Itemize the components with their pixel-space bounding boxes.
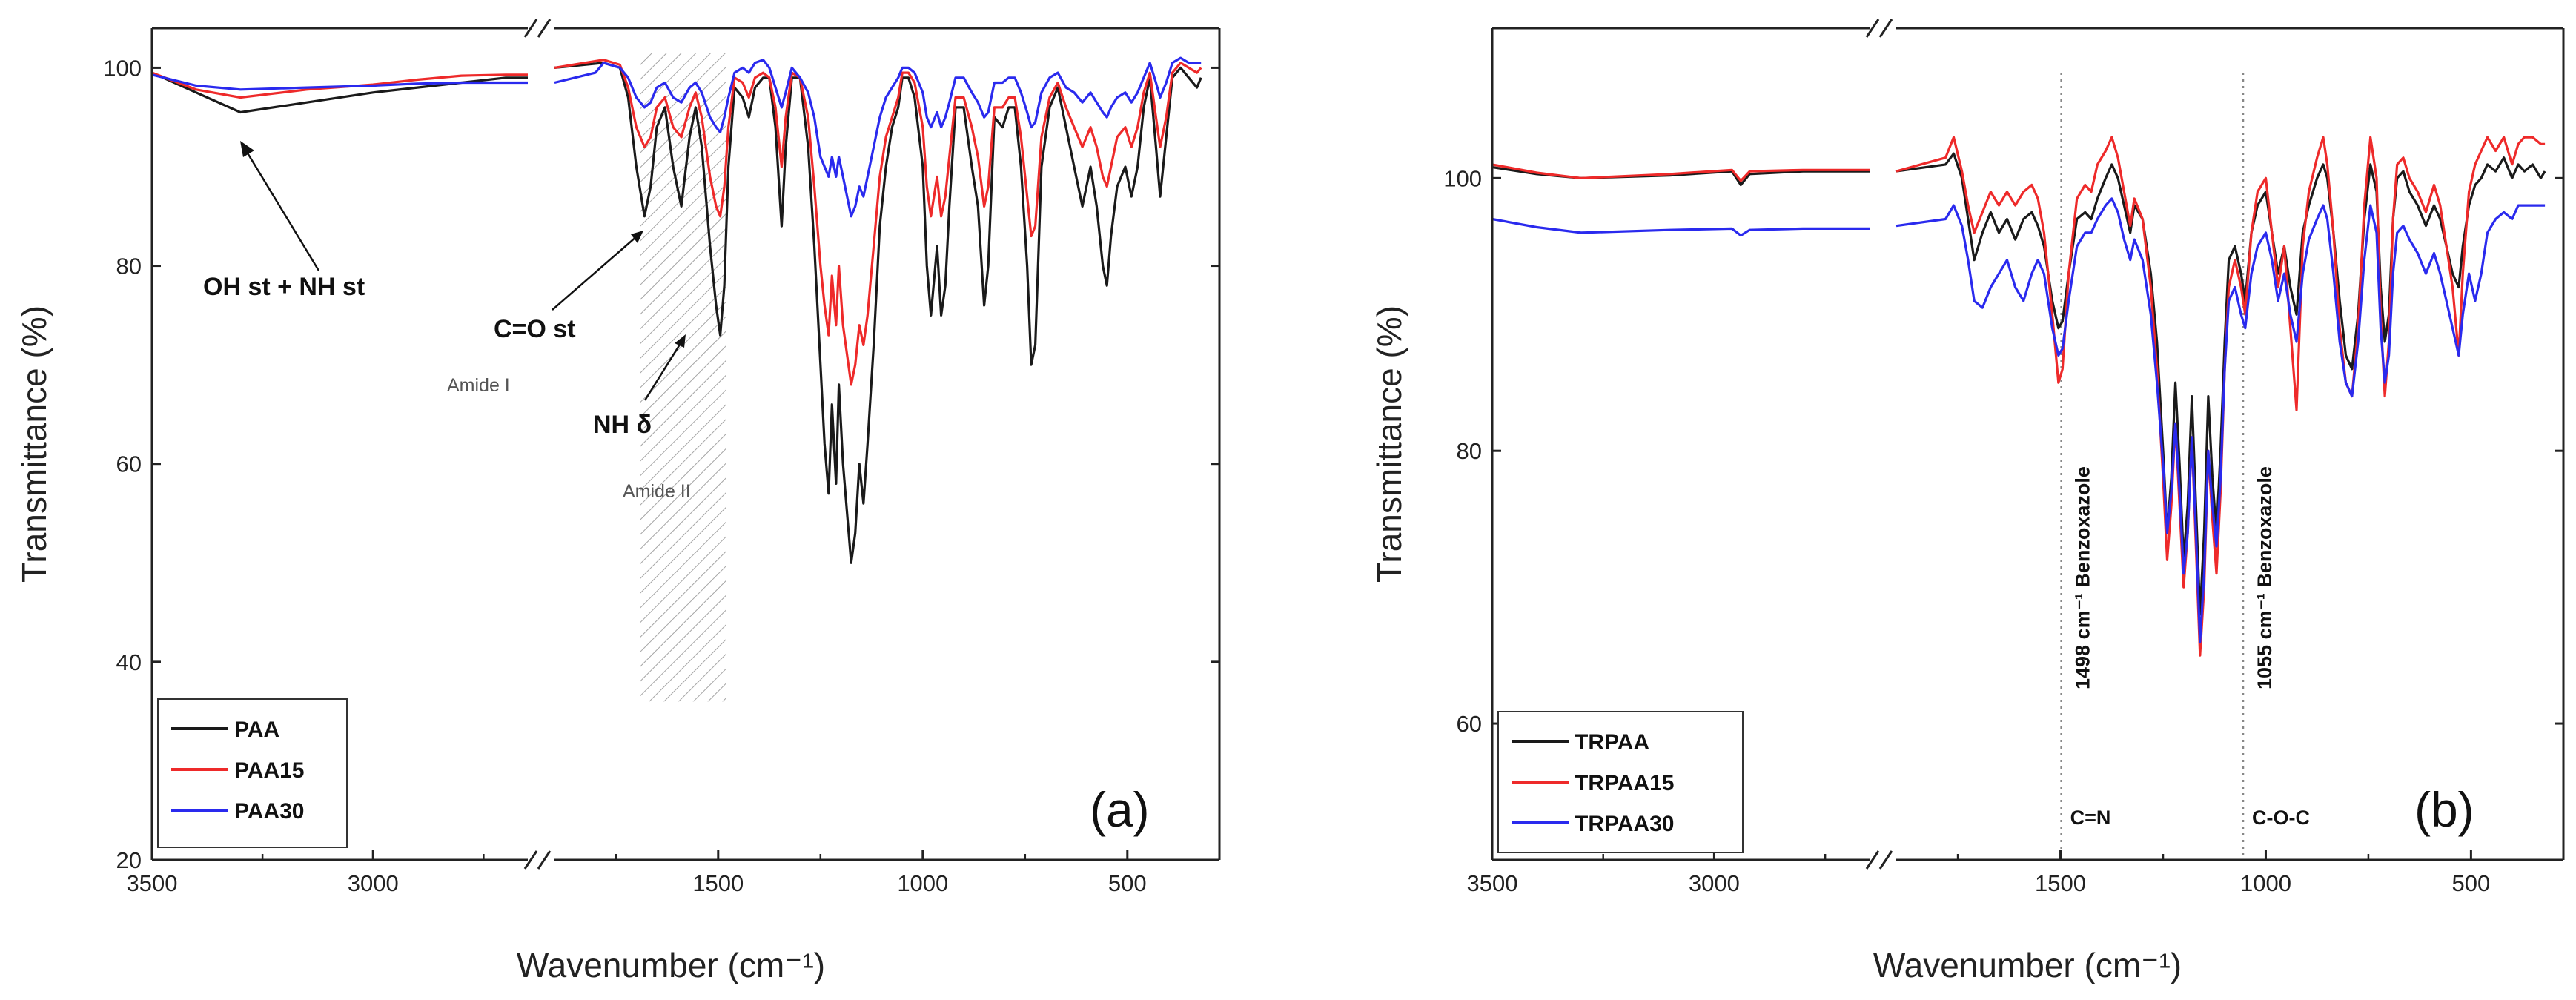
- legend-label-paa: PAA: [234, 718, 279, 742]
- axis-break-mark: [523, 19, 538, 38]
- x-tick-label: 3000: [348, 870, 399, 896]
- axis-break-mark: [537, 850, 552, 870]
- axis-break-mark: [1865, 19, 1880, 38]
- x-axis-title: Wavenumber (cm⁻¹): [1873, 946, 2182, 984]
- series-line-paa15-high: [151, 71, 528, 99]
- legend-box: [157, 698, 348, 848]
- x-tick-label: 1500: [692, 870, 744, 896]
- annotation-oh-nh: OH st + NH st: [203, 273, 365, 301]
- axis-break-mark: [537, 19, 552, 38]
- y-tick-label: 20: [116, 847, 142, 873]
- annotation-arrowhead-nh: [675, 334, 686, 348]
- x-tick-label: 1000: [2240, 870, 2291, 896]
- axis-break-mark: [1878, 850, 1893, 870]
- x-tick-label: 3500: [127, 870, 178, 896]
- series-line-paa30-high: [151, 73, 528, 91]
- y-tick-label: 100: [103, 55, 142, 81]
- x-tick-label: 1000: [897, 870, 948, 896]
- annotations: OH st + NH st C=O st Amide I NH δ Amide II: [203, 141, 691, 502]
- x-axis-title: Wavenumber (cm⁻¹): [517, 946, 825, 984]
- y-axis-title: Transmittance (%): [15, 305, 53, 583]
- axes: 20 40 60 80 100 3500 3000 1500 1000 500: [103, 19, 1221, 896]
- annotation-arrow-oh: [243, 148, 320, 271]
- shaded-region: [640, 53, 726, 702]
- annotation-nh-delta: NH δ: [593, 411, 652, 439]
- series-line-trpaa15-low: [1895, 136, 2546, 657]
- annotation-cn: C=N: [2070, 807, 2111, 829]
- panel-a-chart: 20 40 60 80 100 3500 3000 1500 1000 500 Wavenumber…: [15, 19, 1221, 984]
- axes: 60 80 100 3500 3000 1500 1000 500: [1443, 19, 2565, 896]
- panel-b-chart: 60 80 100 3500 3000 1500 1000 500 Wavenumber (cm…: [1370, 19, 2565, 984]
- panel-label: (a): [1090, 782, 1150, 837]
- annotation-benzoxazole-1498: 1498 cm⁻¹ Benzoxazole: [2072, 466, 2094, 689]
- annotation-arrowhead-oh: [240, 141, 254, 157]
- y-tick-label: 80: [116, 254, 142, 279]
- series-line-paa30-low: [554, 56, 1202, 218]
- axis-break-mark: [1878, 19, 1893, 38]
- legend-label-trpaa: TRPAA: [1575, 730, 1649, 755]
- y-tick-label: 80: [1457, 438, 1482, 464]
- axis-break-mark: [523, 850, 538, 870]
- y-tick-label: 40: [116, 649, 142, 675]
- x-tick-label: 500: [2452, 870, 2491, 896]
- x-tick-label: 1500: [2035, 870, 2086, 896]
- annotation-arrow-nh: [643, 340, 683, 401]
- x-tick-label: 500: [1108, 870, 1147, 896]
- annotation-arrow-co: [552, 235, 638, 311]
- series-line-trpaa15-high: [1491, 163, 1870, 182]
- legend-label-paa30: PAA30: [234, 799, 304, 824]
- series-line-paa-low: [554, 62, 1202, 564]
- series-line-trpaa30-high: [1491, 217, 1870, 237]
- panel-label: (b): [2414, 782, 2474, 837]
- annotations: 1498 cm⁻¹ Benzoxazole C=N 1055 cm⁻¹ Benzox…: [2070, 466, 2310, 829]
- y-axis-title: Transmittance (%): [1370, 305, 1408, 583]
- series-line-paa15-low: [554, 59, 1202, 386]
- series-line-trpaa30-low: [1895, 197, 2546, 643]
- legend: PAA PAA15 PAA30: [157, 698, 348, 848]
- x-tick-label: 3000: [1689, 870, 1740, 896]
- x-tick-label: 3500: [1467, 870, 1518, 896]
- y-tick-label: 60: [1457, 711, 1482, 737]
- annotation-coc: C-O-C: [2252, 807, 2310, 829]
- legend-label-trpaa30: TRPAA30: [1575, 812, 1674, 836]
- annotation-amide-ii: Amide II: [623, 481, 691, 502]
- axis-break-mark: [1865, 850, 1880, 870]
- annotation-benzoxazole-1055: 1055 cm⁻¹ Benzoxazole: [2254, 466, 2276, 689]
- y-tick-label: 60: [116, 451, 142, 477]
- legend-label-trpaa15: TRPAA15: [1575, 771, 1674, 795]
- annotation-arrowhead-co: [631, 231, 643, 243]
- y-tick-label: 100: [1443, 165, 1482, 191]
- series-line-paa-high: [151, 71, 528, 114]
- series-line-trpaa-low: [1895, 152, 2546, 616]
- annotation-amide-i: Amide I: [447, 375, 510, 396]
- annotation-co: C=O st: [494, 315, 576, 343]
- legend-label-paa15: PAA15: [234, 758, 304, 783]
- legend: TRPAA TRPAA15 TRPAA30: [1497, 711, 1744, 853]
